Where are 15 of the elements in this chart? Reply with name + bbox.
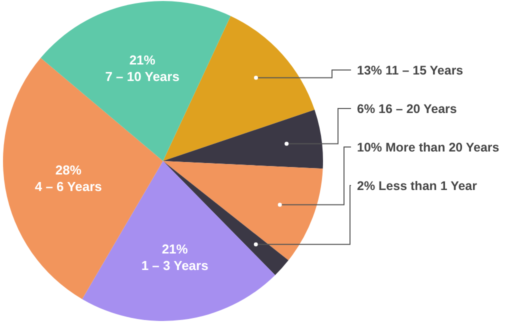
slice-label: 11 – 15 Years — [386, 63, 464, 78]
slice-label: 1 – 3 Years — [141, 258, 208, 273]
slice-label: 7 – 10 Years — [105, 68, 180, 84]
data-label: 13% — [357, 63, 382, 78]
data-label: 21% — [129, 52, 156, 68]
data-label: 28% — [55, 162, 82, 178]
slice-label: More than 20 Years — [386, 140, 500, 154]
pie-slice — [40, 1, 231, 161]
data-label: 10% — [357, 140, 382, 154]
slice-label: 16 – 20 Years — [378, 102, 457, 116]
data-label: 6% — [357, 102, 376, 116]
slice-label: 4 – 6 Years — [34, 178, 102, 194]
slice-label: Less than 1 Year — [378, 178, 477, 193]
data-label: 2% — [357, 178, 376, 193]
data-label: 21% — [162, 242, 188, 257]
